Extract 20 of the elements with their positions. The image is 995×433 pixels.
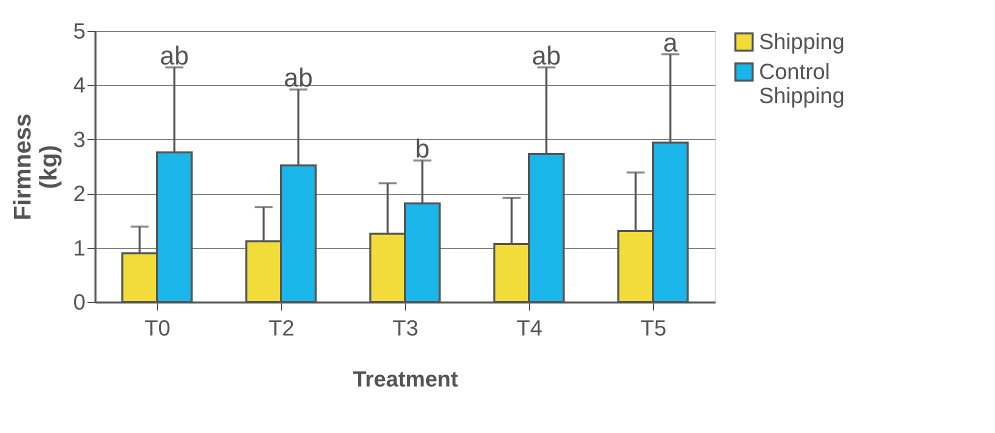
legend-label: Control Shipping (759, 59, 845, 108)
x-tick-label: T5 (640, 316, 666, 340)
y-tick-label: 1 (73, 235, 86, 260)
y-tick-label: 2 (73, 181, 86, 206)
annotation: b (415, 134, 430, 164)
y-axis-title: Firmness (kg) (9, 114, 62, 220)
y-tick-label: 5 (73, 18, 86, 44)
x-tick-label: T2 (268, 316, 294, 340)
annotation: ab (532, 40, 561, 70)
annotation: ab (284, 62, 313, 93)
annotation: ab (160, 40, 189, 70)
annotation: a (663, 27, 678, 58)
x-axis-title: Treatment (352, 366, 459, 392)
x-tick-label: T3 (392, 316, 418, 340)
x-tick-label: T4 (516, 316, 542, 340)
y-tick-label: 4 (73, 72, 86, 98)
legend-label: Shipping (759, 29, 845, 54)
y-tick-label: 0 (73, 290, 86, 314)
x-tick-label: T0 (144, 316, 170, 340)
y-tick-label: 3 (73, 126, 86, 152)
